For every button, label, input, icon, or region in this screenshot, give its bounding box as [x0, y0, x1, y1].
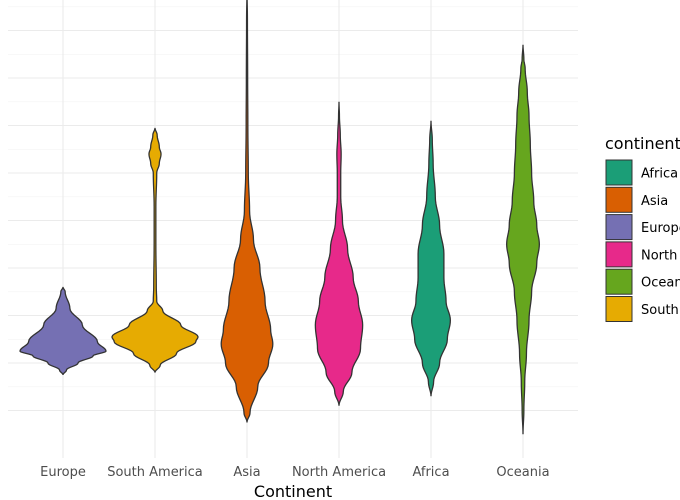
violins: [19, 0, 540, 435]
x-tick-label: North America: [292, 465, 386, 480]
x-axis-title: Continent: [254, 482, 332, 500]
x-tick-labels: Europe South America Asia North America Afri…: [40, 465, 549, 480]
violin-north-america: [314, 101, 364, 406]
legend-key: [605, 296, 633, 322]
x-tick-label: Oceania: [496, 465, 549, 480]
legend-label: Europe: [641, 221, 680, 236]
legend-label: Asia: [641, 194, 668, 209]
legend-label: North: [641, 248, 677, 263]
violin-africa: [410, 120, 452, 397]
x-tick-label: Europe: [40, 465, 86, 480]
legend-title: continent_: [605, 134, 680, 154]
legend-label: Ocean: [641, 276, 680, 291]
violin-asia: [220, 0, 274, 423]
x-tick-label: Asia: [233, 465, 260, 480]
legend: continent_ Africa Asia Europe North Ocean Sou…: [605, 134, 680, 322]
violin-oceania: [506, 44, 540, 435]
legend-key: [605, 159, 633, 186]
violin-europe: [19, 286, 107, 376]
legend-key: [605, 186, 633, 213]
legend-label: South: [641, 303, 679, 318]
legend-key: [605, 214, 633, 241]
x-tick-label: South America: [107, 465, 203, 480]
legend-label: Africa: [641, 167, 678, 182]
x-tick-label: Africa: [412, 465, 449, 480]
legend-key: [605, 241, 633, 268]
violin-south-america: [111, 127, 199, 373]
grid-lines: [8, 0, 578, 458]
legend-items: Africa Asia Europe North Ocean South: [605, 159, 680, 322]
legend-key: [605, 268, 633, 295]
